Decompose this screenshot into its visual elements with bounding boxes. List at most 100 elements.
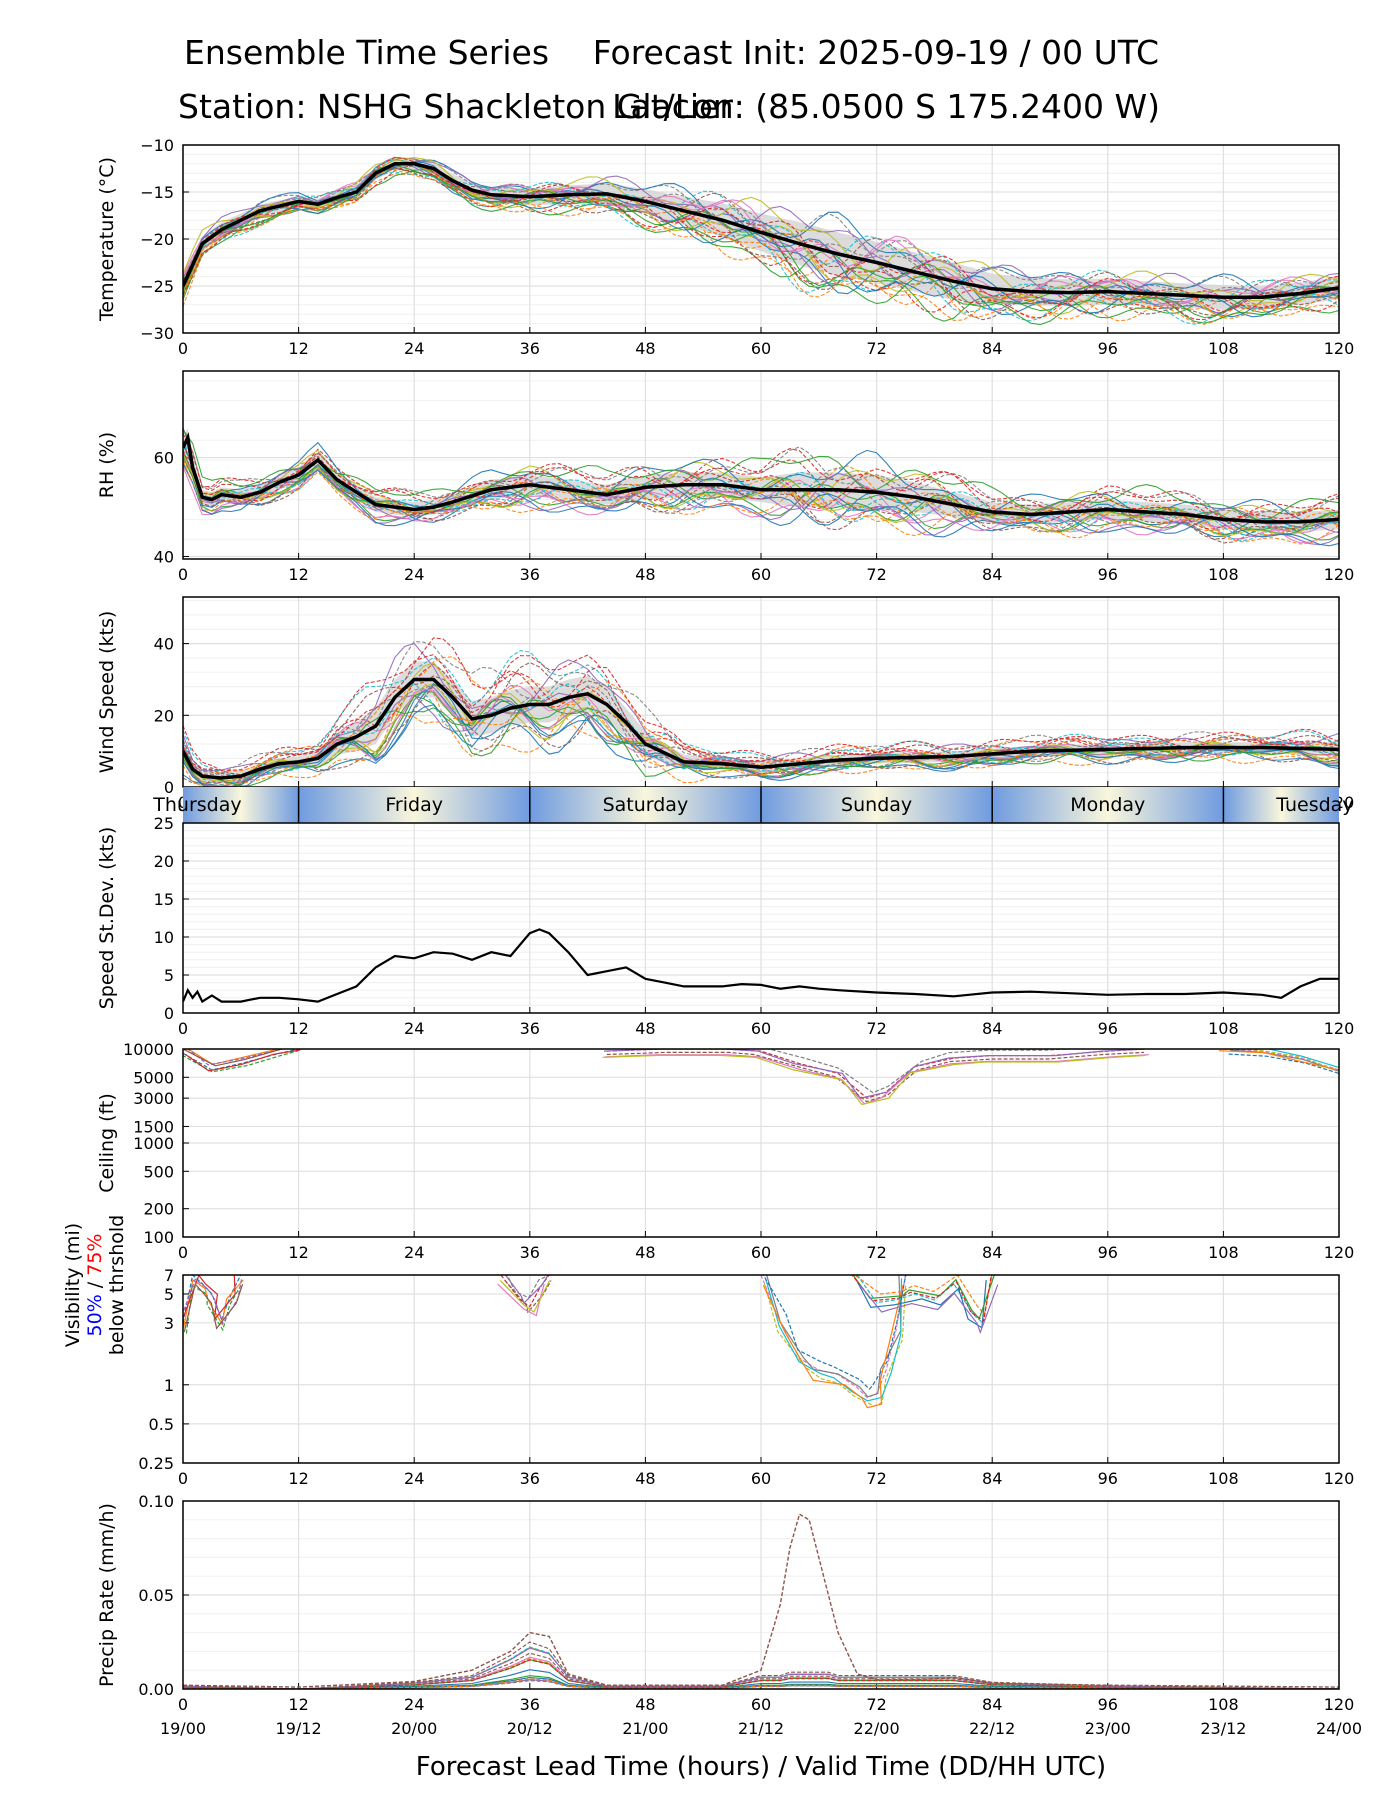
wind-ylabel: Wind Speed (kts) [96,611,118,774]
wind-ensemble-member-line [183,703,1339,787]
precip-xtick-label: 108 [1208,1695,1239,1714]
stdev-ytick-label: 15 [154,890,174,909]
temperature-xtick-label: 72 [866,339,886,358]
ceiling-ytick-label: 1000 [133,1134,174,1153]
lat-lon: Lat/Lon: (85.0500 S 175.2400 W) [612,87,1160,126]
visibility-member-line [504,1275,549,1305]
visibility-member-line [762,1285,904,1409]
ceiling-xtick-label: 12 [288,1243,308,1262]
visibility-ytick-label: 5 [164,1285,174,1304]
ceiling-xtick-label: 96 [1098,1243,1118,1262]
valid-time-label: 23/00 [1085,1719,1131,1738]
stdev-xtick-label: 0 [178,1019,188,1038]
rh-xtick-label: 48 [635,565,655,584]
visibility-member-line [764,1278,903,1402]
ceiling-member-line [766,1049,1081,1094]
day-bar: Thursday Friday Saturday Sunday Monday Tuesda… [152,787,1354,823]
precip-member-line [183,1669,1339,1689]
precip-xtick-label: 84 [982,1695,1002,1714]
wind-ytick-label: 0 [164,778,174,797]
precip-ytick-label: 0.00 [138,1680,174,1699]
rh-ensemble-member-line [183,461,1339,545]
rh-ensemble-member-line [183,443,1339,530]
precip-xtick-label: 72 [866,1695,886,1714]
visibility-member-line [859,1284,999,1335]
visibility-xtick-label: 0 [178,1469,188,1488]
stdev-ylabel: Speed St.Dev. (kts) [96,827,118,1010]
threshold-50: 50% [84,1294,106,1337]
stdev-xtick-label: 12 [288,1019,308,1038]
wind-ensemble-member-line [183,650,1339,777]
visibility-ytick-label: 0.25 [138,1454,174,1473]
temperature-ensemble-member-line [183,164,1339,315]
ceiling-member-line [187,1049,281,1066]
ceiling-ytick-label: 200 [143,1200,174,1219]
wind-spread-band [183,661,1339,784]
precip-ylabel: Precip Rate (mm/h) [96,1503,118,1687]
day-label: Monday [1070,794,1145,816]
ceiling-xtick-label: 0 [178,1243,188,1262]
rh-ensemble-member-line [183,463,1339,547]
day-cell [183,787,299,823]
wind-ytick-label: 40 [154,635,174,654]
forecast-init: Forecast Init: 2025-09-19 / 00 UTC [592,33,1159,72]
temperature-xtick-label: 120 [1324,339,1355,358]
rh-xtick-label: 96 [1098,565,1118,584]
ceiling-member-line [184,1049,301,1072]
valid-time-label: 23/12 [1200,1719,1246,1738]
day-label: Thursday [152,794,241,816]
valid-time-label: 21/00 [622,1719,668,1738]
ceiling-member-line [1218,1050,1339,1071]
visibility-xtick-label: 24 [404,1469,424,1488]
temperature-xtick-label: 108 [1208,339,1239,358]
visibility-xtick-label: 120 [1324,1469,1355,1488]
ceiling-ylabel: Ceiling (ft) [96,1093,118,1193]
temperature-xtick-label: 48 [635,339,655,358]
rh-ensemble-member-line [183,429,1339,521]
temperature-ensemble-member-line [183,163,1339,318]
ceiling-xtick-label: 60 [751,1243,771,1262]
stdev-xtick-label: 96 [1098,1019,1118,1038]
visibility-label: Visibility (mi) [62,1222,84,1348]
ceiling-ytick-label: 5000 [133,1068,174,1087]
stdev-ytick-label: 20 [154,852,174,871]
rh-xtick-label: 108 [1208,565,1239,584]
rh-ensemble-member-line [183,429,1339,521]
ceiling-ytick-label: 1500 [133,1117,174,1136]
visibility-member-line [856,1275,993,1324]
stdev-xtick-label: 60 [751,1019,771,1038]
valid-time-label: 20/12 [507,1719,553,1738]
ceiling-member-line [1258,1049,1339,1069]
valid-time-label: 22/12 [969,1719,1015,1738]
stdev-xtick-label: 108 [1208,1019,1239,1038]
visibility-panel: 0.25 0.5 1 3 57 0 12 24 36 48 60 72 84 96 108 120 [138,1266,1354,1488]
temperature-axes-frame [182,144,1340,334]
visibility-xtick-label: 84 [982,1469,1002,1488]
figure-title: Ensemble Time Series [184,33,550,72]
valid-time-label: 24/00 [1316,1719,1362,1738]
valid-time-label: 20/00 [391,1719,437,1738]
ceiling-member-line [183,1049,287,1067]
precip-xtick-label: 60 [751,1695,771,1714]
visibility-member-line [760,1275,907,1399]
wind-ensemble-member-line [183,684,1339,784]
temperature-xtick-label: 0 [178,339,188,358]
stdev-xtick-label: 24 [404,1019,424,1038]
day-label: Friday [385,794,443,816]
day-cell [298,787,530,823]
wind-ytick-label: 20 [154,706,174,725]
rh-ensemble-member-line [183,451,1339,536]
visibility-member-line [762,1275,907,1390]
ceiling-member-line [1230,1049,1339,1072]
temperature-ytick-label: −25 [140,277,174,296]
temperature-panel: −30 −25 −20 −15 −10 Temperature (°C) 0 12 24 36 48… [96,136,1354,358]
day-cell [1223,787,1339,823]
visibility-ytick-label: 7 [164,1266,174,1285]
stdev-panel: 0 5 10 15 20 25 Speed St.Dev. (kts) 0 12 24 36 48 60… [96,814,1354,1038]
temperature-ensemble-member-line [183,161,1339,318]
stdev-xtick-label: 48 [635,1019,655,1038]
precip-xtick-label: 96 [1098,1695,1118,1714]
stdev-xtick-label: 36 [520,1019,540,1038]
